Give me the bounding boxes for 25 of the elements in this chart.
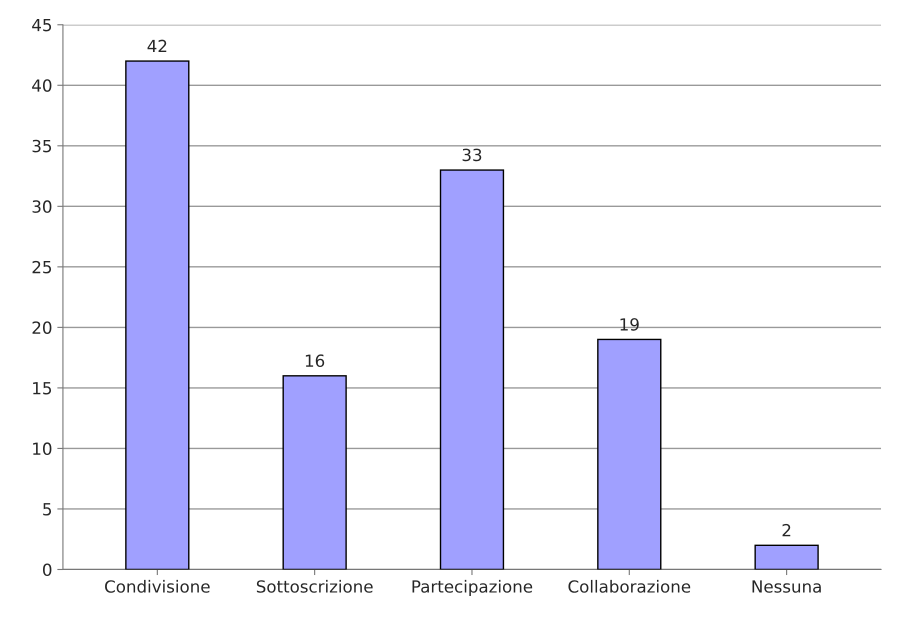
y-tick-label: 15: [33, 382, 52, 394]
x-tick-label: Condivisione: [105, 580, 210, 593]
y-tick-label: 10: [33, 442, 52, 455]
data-label: 42: [148, 40, 166, 52]
y-tick-label: 40: [32, 79, 52, 92]
y-tick-label: 5: [43, 503, 52, 516]
data-label: 19: [620, 318, 639, 331]
y-tick-label: 35: [32, 140, 52, 152]
x-tick-label: Nessuna: [752, 580, 821, 593]
x-tick-label: Partecipazione: [412, 580, 532, 596]
bar: [597, 338, 662, 570]
bar: [282, 375, 347, 570]
bar: [440, 169, 504, 570]
x-tick-label: Sottoscrizione: [256, 580, 373, 593]
y-tick-label: 45: [32, 18, 52, 32]
bar: [125, 60, 190, 570]
x-tick-label: Collaborazione: [568, 580, 690, 593]
y-tick-label: 20: [32, 321, 52, 334]
data-label: 2: [782, 524, 790, 536]
data-label: 33: [462, 148, 482, 162]
bar: [754, 544, 819, 570]
data-label: 16: [306, 354, 324, 368]
y-tick-label: 30: [32, 200, 52, 213]
y-tick-label: 25: [32, 260, 52, 274]
y-tick-label: 0: [43, 563, 52, 576]
